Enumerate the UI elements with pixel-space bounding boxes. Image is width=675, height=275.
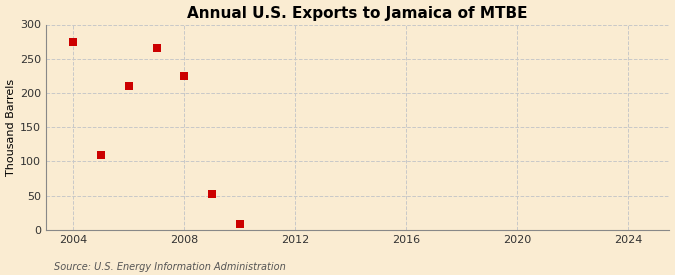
- Point: [179, 74, 190, 78]
- Point: [96, 152, 107, 157]
- Point: [207, 191, 217, 196]
- Text: Source: U.S. Energy Information Administration: Source: U.S. Energy Information Administ…: [54, 262, 286, 272]
- Title: Annual U.S. Exports to Jamaica of MTBE: Annual U.S. Exports to Jamaica of MTBE: [188, 6, 528, 21]
- Point: [124, 84, 134, 88]
- Point: [68, 39, 79, 44]
- Point: [151, 46, 162, 51]
- Point: [234, 222, 245, 227]
- Y-axis label: Thousand Barrels: Thousand Barrels: [5, 79, 16, 176]
